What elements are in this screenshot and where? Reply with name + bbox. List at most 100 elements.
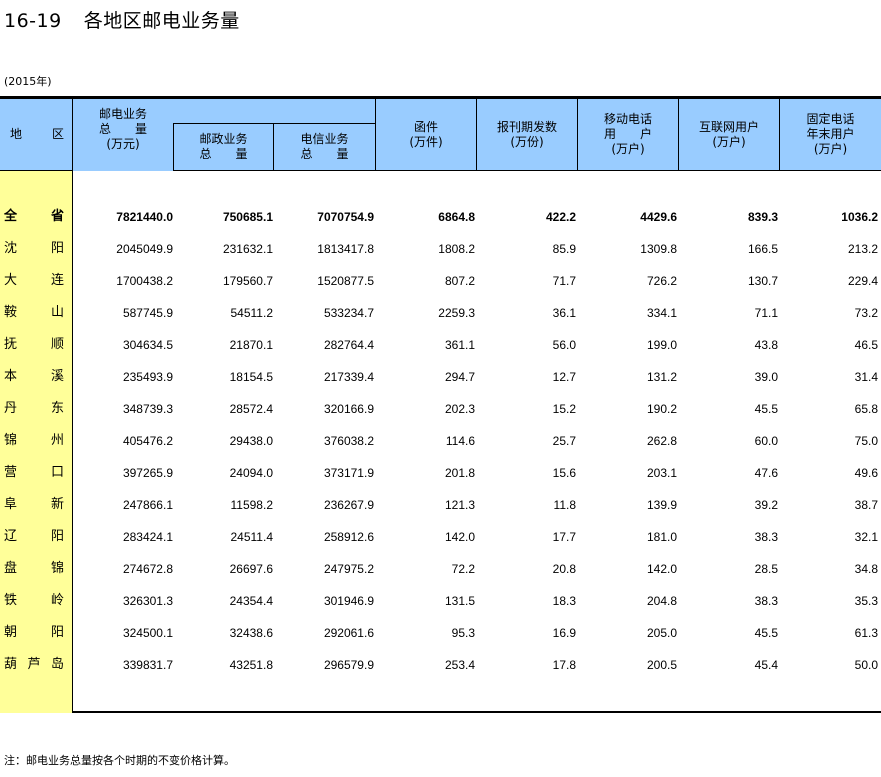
header-text: (万份) <box>510 134 544 149</box>
table-cell: 204.8 <box>646 594 677 608</box>
table-cell: 202.3 <box>444 402 475 416</box>
table-cell: 283424.1 <box>122 530 173 544</box>
table-cell: 229.4 <box>847 274 878 288</box>
region-name: 盘锦 <box>4 559 64 579</box>
table-cell: 213.2 <box>847 242 878 256</box>
header-fixed: 固定电话 年末用户 (万户) <box>780 99 881 171</box>
table-cell: 54511.2 <box>230 306 274 320</box>
region-char: 辽 <box>4 529 18 544</box>
table-cell: 49.6 <box>854 466 878 480</box>
table-cell: 131.2 <box>646 370 677 384</box>
region-char: 大 <box>4 273 18 288</box>
statistics-table: 地区 邮电业务总 量 (万元) 邮政业务总 量 电信业务总 量 函件 (万件) 报刊… <box>0 96 881 713</box>
header-text: 邮电业务 <box>98 106 147 121</box>
region-char: 芦 <box>27 657 41 672</box>
table-cell: 181.0 <box>646 530 677 544</box>
table-cell: 17.7 <box>552 530 576 544</box>
header-text: 总 量 <box>98 121 147 136</box>
table-cell: 56.0 <box>552 338 576 352</box>
region-name: 锦州 <box>4 431 64 451</box>
table-cell: 38.3 <box>754 594 778 608</box>
table-cell: 179560.7 <box>222 274 273 288</box>
region-char: 营 <box>4 465 18 480</box>
table-row: 营口 397265.9 24094.0 373171.9 201.8 15.6 203.1 4… <box>0 463 881 483</box>
region-char: 沈 <box>4 241 18 256</box>
region-name: 丹东 <box>4 399 64 419</box>
table-cell: 39.0 <box>754 370 778 384</box>
table-title: 各地区邮电业务量 <box>83 10 240 32</box>
table-cell: 405476.2 <box>122 434 173 448</box>
table-cell: 262.8 <box>646 434 677 448</box>
table-cell: 247866.1 <box>122 498 173 512</box>
header-postal: 邮政业务总 量 <box>173 123 274 171</box>
table-cell: 15.6 <box>552 466 576 480</box>
region-char: 州 <box>50 433 64 448</box>
region-char: 本 <box>4 369 18 384</box>
header-region: 地区 <box>0 99 73 171</box>
table-cell: 142.0 <box>444 530 475 544</box>
region-char: 阳 <box>50 625 64 640</box>
table-cell: 25.7 <box>552 434 576 448</box>
table-cell: 38.7 <box>854 498 878 512</box>
table-cell: 296579.9 <box>323 658 374 672</box>
table-cell: 301946.9 <box>323 594 374 608</box>
table-cell: 373171.9 <box>323 466 374 480</box>
header-text: (万户) <box>611 142 645 156</box>
table-cell: 274672.8 <box>122 562 173 576</box>
table-cell: 201.8 <box>444 466 475 480</box>
table-cell: 1808.2 <box>438 242 475 256</box>
table-cell: 1520877.5 <box>317 274 374 288</box>
region-char: 锦 <box>50 561 64 576</box>
table-row: 辽阳 283424.1 24511.4 258912.6 142.0 17.7 181.0 3… <box>0 527 881 547</box>
table-cell: 1309.8 <box>640 242 677 256</box>
table-cell: 2045049.9 <box>116 242 173 256</box>
region-name: 阜新 <box>4 495 64 515</box>
region-char: 顺 <box>50 337 64 352</box>
region-char: 朝 <box>4 625 18 640</box>
table-row: 沈阳 2045049.9 231632.1 1813417.8 1808.2 85.9 13… <box>0 239 881 259</box>
table-cell: 203.1 <box>646 466 677 480</box>
table-cell: 73.2 <box>854 306 878 320</box>
year-label: (2015年) <box>4 75 52 88</box>
table-cell: 1813417.8 <box>317 242 374 256</box>
table-cell: 61.3 <box>854 626 878 640</box>
table-cell: 12.7 <box>552 370 576 384</box>
table-cell: 253.4 <box>444 658 475 672</box>
table-cell: 31.4 <box>854 370 878 384</box>
header-text: 互联网用户 <box>698 119 759 134</box>
table-row: 锦州 405476.2 29438.0 376038.2 114.6 25.7 262.8 6… <box>0 431 881 451</box>
table-cell: 71.1 <box>754 306 778 320</box>
region-name: 葫芦岛 <box>4 655 64 675</box>
header-text: 总 量 <box>199 147 248 161</box>
table-cell: 326301.3 <box>122 594 173 608</box>
region-char: 抚 <box>4 337 18 352</box>
region-char: 葫 <box>4 657 18 672</box>
region-char: 鞍 <box>4 305 18 320</box>
region-name: 鞍山 <box>4 303 64 323</box>
table-cell: 4429.6 <box>640 210 677 224</box>
table-cell: 24354.4 <box>229 594 273 608</box>
table-cell: 131.5 <box>444 594 475 608</box>
table-cell: 235493.9 <box>122 370 173 384</box>
table-cell: 18.3 <box>552 594 576 608</box>
table-cell: 726.2 <box>646 274 677 288</box>
table-cell: 26697.6 <box>229 562 273 576</box>
header-internet: 互联网用户 (万户) <box>679 99 780 171</box>
table-cell: 114.6 <box>445 434 475 448</box>
table-cell: 29438.0 <box>229 434 273 448</box>
table-cell: 11598.2 <box>230 498 274 512</box>
region-char: 锦 <box>4 433 18 448</box>
region-char: 铁 <box>4 593 18 608</box>
header-text: 年末用户 <box>806 127 855 141</box>
table-cell: 18154.5 <box>229 370 273 384</box>
table-cell: 21870.1 <box>229 338 273 352</box>
region-name: 全省 <box>4 207 64 227</box>
header-text: 用 户 <box>603 127 652 141</box>
table-cell: 11.8 <box>553 498 576 512</box>
region-char: 阳 <box>50 241 64 256</box>
table-cell: 247975.2 <box>323 562 374 576</box>
region-name: 沈阳 <box>4 239 64 259</box>
footnote: 注：邮电业务总量按各个时期的不变价格计算。 <box>4 754 235 767</box>
table-row: 丹东 348739.3 28572.4 320166.9 202.3 15.2 190.2 4… <box>0 399 881 419</box>
table-cell: 43.8 <box>754 338 778 352</box>
